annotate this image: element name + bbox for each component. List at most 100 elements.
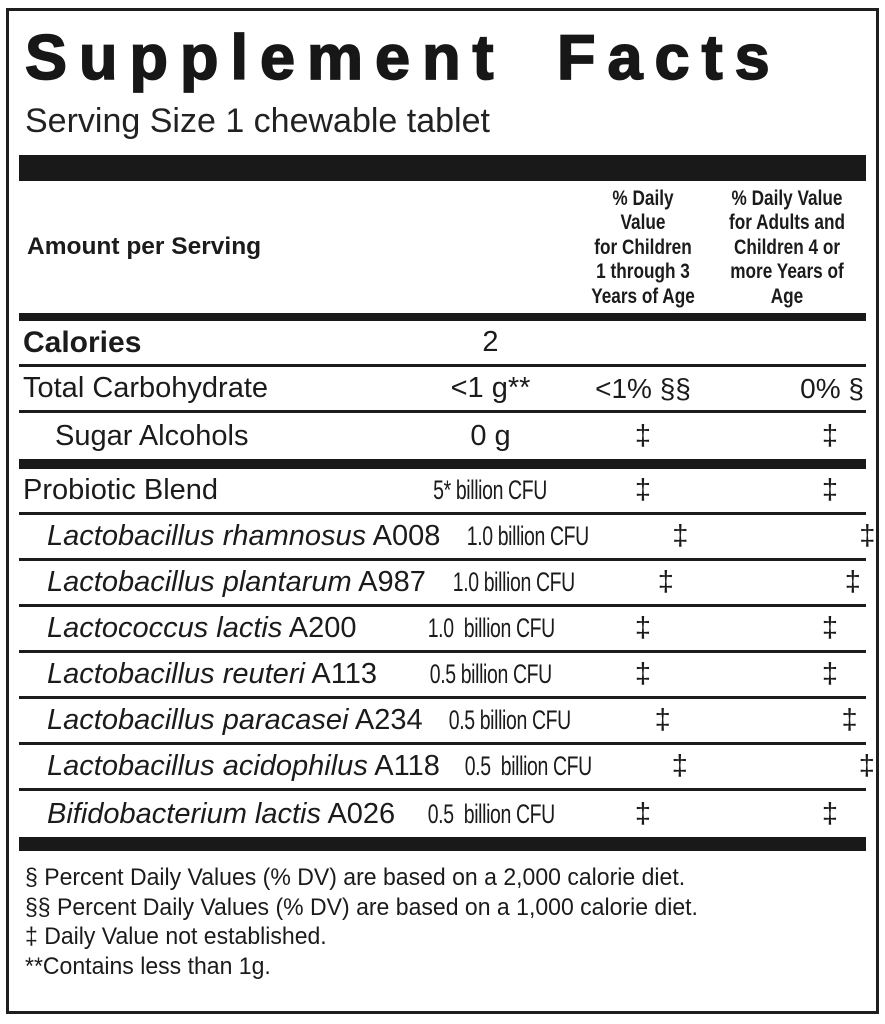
children-dv-text: ‡ <box>634 474 652 506</box>
table-row: Sugar Alcohols 0 g ‡ ‡ <box>19 413 866 459</box>
column-header-row: Amount per Serving % Daily Value for Chi… <box>19 181 866 313</box>
nutrient-name-text: Lactococcus lactis <box>47 612 283 644</box>
amount-value: <1 g** <box>403 372 578 405</box>
page-title: Supplement Facts <box>24 22 782 94</box>
footnotes: § Percent Daily Values (% DV) are based … <box>19 851 866 981</box>
divider-thick-top <box>19 155 866 181</box>
probiotic-rows: Probiotic Blend 5* billion CFU ‡ ‡ Lactobaci… <box>19 469 875 837</box>
adults-dv-header: % Daily Value for Adults and Children 4 … <box>729 185 845 308</box>
nutrient-name-text: Calories <box>23 325 142 359</box>
nutrient-name: Bifidobacterium lactis A026 <box>19 798 403 831</box>
amount-text: 5* billion CFU <box>433 475 548 505</box>
adults-dv-value: 0% § <box>708 373 866 405</box>
adults-dv-text: ‡ <box>821 612 838 644</box>
strain-code: A987 <box>351 566 426 598</box>
children-dv-value: ‡ <box>578 798 708 831</box>
table-row: Total Carbohydrate <1 g** <1% §§ 0% § <box>19 367 866 413</box>
amount-text: 0.5 billion CFU <box>429 659 552 689</box>
adults-dv-text: ‡ <box>821 419 838 452</box>
nutrient-name-text: Sugar Alcohols <box>55 419 249 452</box>
table-row: Lactococcus lactis A200 1.0 billion CFU ‡ ‡ <box>19 607 866 653</box>
amount-text: 0.5 billion CFU <box>449 705 572 735</box>
children-dv-value: ‡ <box>615 750 745 783</box>
nutrient-name: Lactobacillus paracasei A234 <box>19 704 423 737</box>
table-row: Lactobacillus reuteri A113 0.5 billion CF… <box>19 653 866 699</box>
children-dv-value: ‡ <box>578 474 708 507</box>
adults-dv-text: ‡ <box>859 520 876 552</box>
children-dv-value: ‡ <box>598 704 728 737</box>
children-dv-text: ‡ <box>654 704 671 736</box>
strain-code: A200 <box>282 612 357 644</box>
strain-code: A113 <box>304 658 377 690</box>
nutrient-name: Probiotic Blend <box>19 474 403 507</box>
nutrient-name-text: Total Carbohydrate <box>23 372 269 404</box>
adults-dv-value: ‡ <box>728 704 876 737</box>
children-dv-value: ‡ <box>578 420 708 453</box>
adults-dv-text: ‡ <box>858 750 875 782</box>
amount-value: 0.5 billion CFU <box>423 705 598 736</box>
divider-medium-probiotic <box>19 459 866 469</box>
nutrient-name-text: Lactobacillus rhamnosus <box>47 520 367 552</box>
table-row: Lactobacillus rhamnosus A008 1.0 billion … <box>19 515 875 561</box>
amount-text: 2 <box>482 326 499 358</box>
adults-dv-value: ‡ <box>731 566 876 599</box>
strain-code: A118 <box>367 750 440 782</box>
amount-value: 1.0 billion CFU <box>426 567 601 598</box>
adults-dv-text: ‡ <box>821 797 838 830</box>
children-dv-value: ‡ <box>578 612 708 645</box>
children-dv-text: ‡ <box>634 419 652 452</box>
amount-value: 0.5 billion CFU <box>403 659 578 690</box>
children-dv-text: ‡ <box>672 520 689 552</box>
adults-dv-text: ‡ <box>821 474 838 506</box>
amount-text: 1.0 billion CFU <box>427 613 555 643</box>
strain-code: A234 <box>348 704 423 736</box>
amount-text: 0 g <box>470 419 511 452</box>
adults-dv-value: ‡ <box>708 420 866 453</box>
footnote-text: ‡ Daily Value not established. <box>25 923 327 950</box>
adults-dv-value: ‡ <box>708 474 866 507</box>
footnote-text: **Contains less than 1g. <box>25 952 271 980</box>
divider-footnotes <box>19 837 866 851</box>
children-dv-text: ‡ <box>671 750 688 782</box>
footnote-text: §§ Percent Daily Values (% DV) are based… <box>25 893 698 921</box>
nutrient-name: Total Carbohydrate <box>19 372 403 405</box>
amount-value: 2 <box>403 326 578 359</box>
amount-value: 1.0 billion CFU <box>440 521 615 552</box>
nutrient-name-text: Lactobacillus reuteri <box>47 658 305 690</box>
nutrient-name: Lactobacillus rhamnosus A008 <box>19 520 440 553</box>
children-dv-text: ‡ <box>634 612 652 644</box>
footnote-line: § Percent Daily Values (% DV) are based … <box>25 863 862 893</box>
nutrient-name-text: Probiotic Blend <box>23 474 219 506</box>
nutrient-rows: Calories 2 Total Carbohydrate <1 g** <1% §§ 0… <box>19 321 866 459</box>
adults-dv-text: ‡ <box>821 658 838 690</box>
strain-code: A008 <box>366 520 441 552</box>
adults-dv-value: ‡ <box>745 520 876 553</box>
amount-text: 1.0 billion CFU <box>466 521 589 551</box>
nutrient-name-text: Bifidobacterium lactis <box>47 797 321 830</box>
nutrient-name-text: Lactobacillus paracasei <box>47 704 349 736</box>
amount-value: 0 g <box>403 420 578 453</box>
amount-text: 0.5 billion CFU <box>427 798 555 829</box>
amount-text: 1.0 billion CFU <box>452 567 575 597</box>
nutrient-name-text: Lactobacillus plantarum <box>47 566 352 598</box>
children-dv-header: % Daily Value for Children 1 through 3 Y… <box>591 185 695 308</box>
nutrient-name: Lactobacillus plantarum A987 <box>19 566 426 599</box>
nutrient-name: Calories <box>19 326 403 360</box>
adults-dv-value: ‡ <box>708 612 866 645</box>
amount-value: 0.5 billion CFU <box>440 751 615 782</box>
supplement-facts-label: Supplement Facts Serving Size 1 chewable… <box>6 8 879 1014</box>
adults-dv-text: ‡ <box>844 566 861 598</box>
strain-code: A026 <box>321 797 396 830</box>
nutrient-name: Lactobacillus acidophilus A118 <box>19 750 440 783</box>
children-dv-text: ‡ <box>657 566 674 598</box>
amount-value: 0.5 billion CFU <box>403 799 578 830</box>
table-row: Lactobacillus acidophilus A118 0.5 billio… <box>19 745 875 791</box>
footnote-line: ‡ Daily Value not established. <box>25 922 862 952</box>
table-row: Lactobacillus paracasei A234 0.5 billion … <box>19 699 866 745</box>
adults-dv-text: ‡ <box>841 704 858 736</box>
children-dv-text: <1% §§ <box>595 372 691 404</box>
adults-dv-value: ‡ <box>708 798 866 831</box>
footnote-text: § Percent Daily Values (% DV) are based … <box>25 864 686 891</box>
children-dv-text: ‡ <box>634 658 652 690</box>
table-row: Probiotic Blend 5* billion CFU ‡ ‡ <box>19 469 866 515</box>
